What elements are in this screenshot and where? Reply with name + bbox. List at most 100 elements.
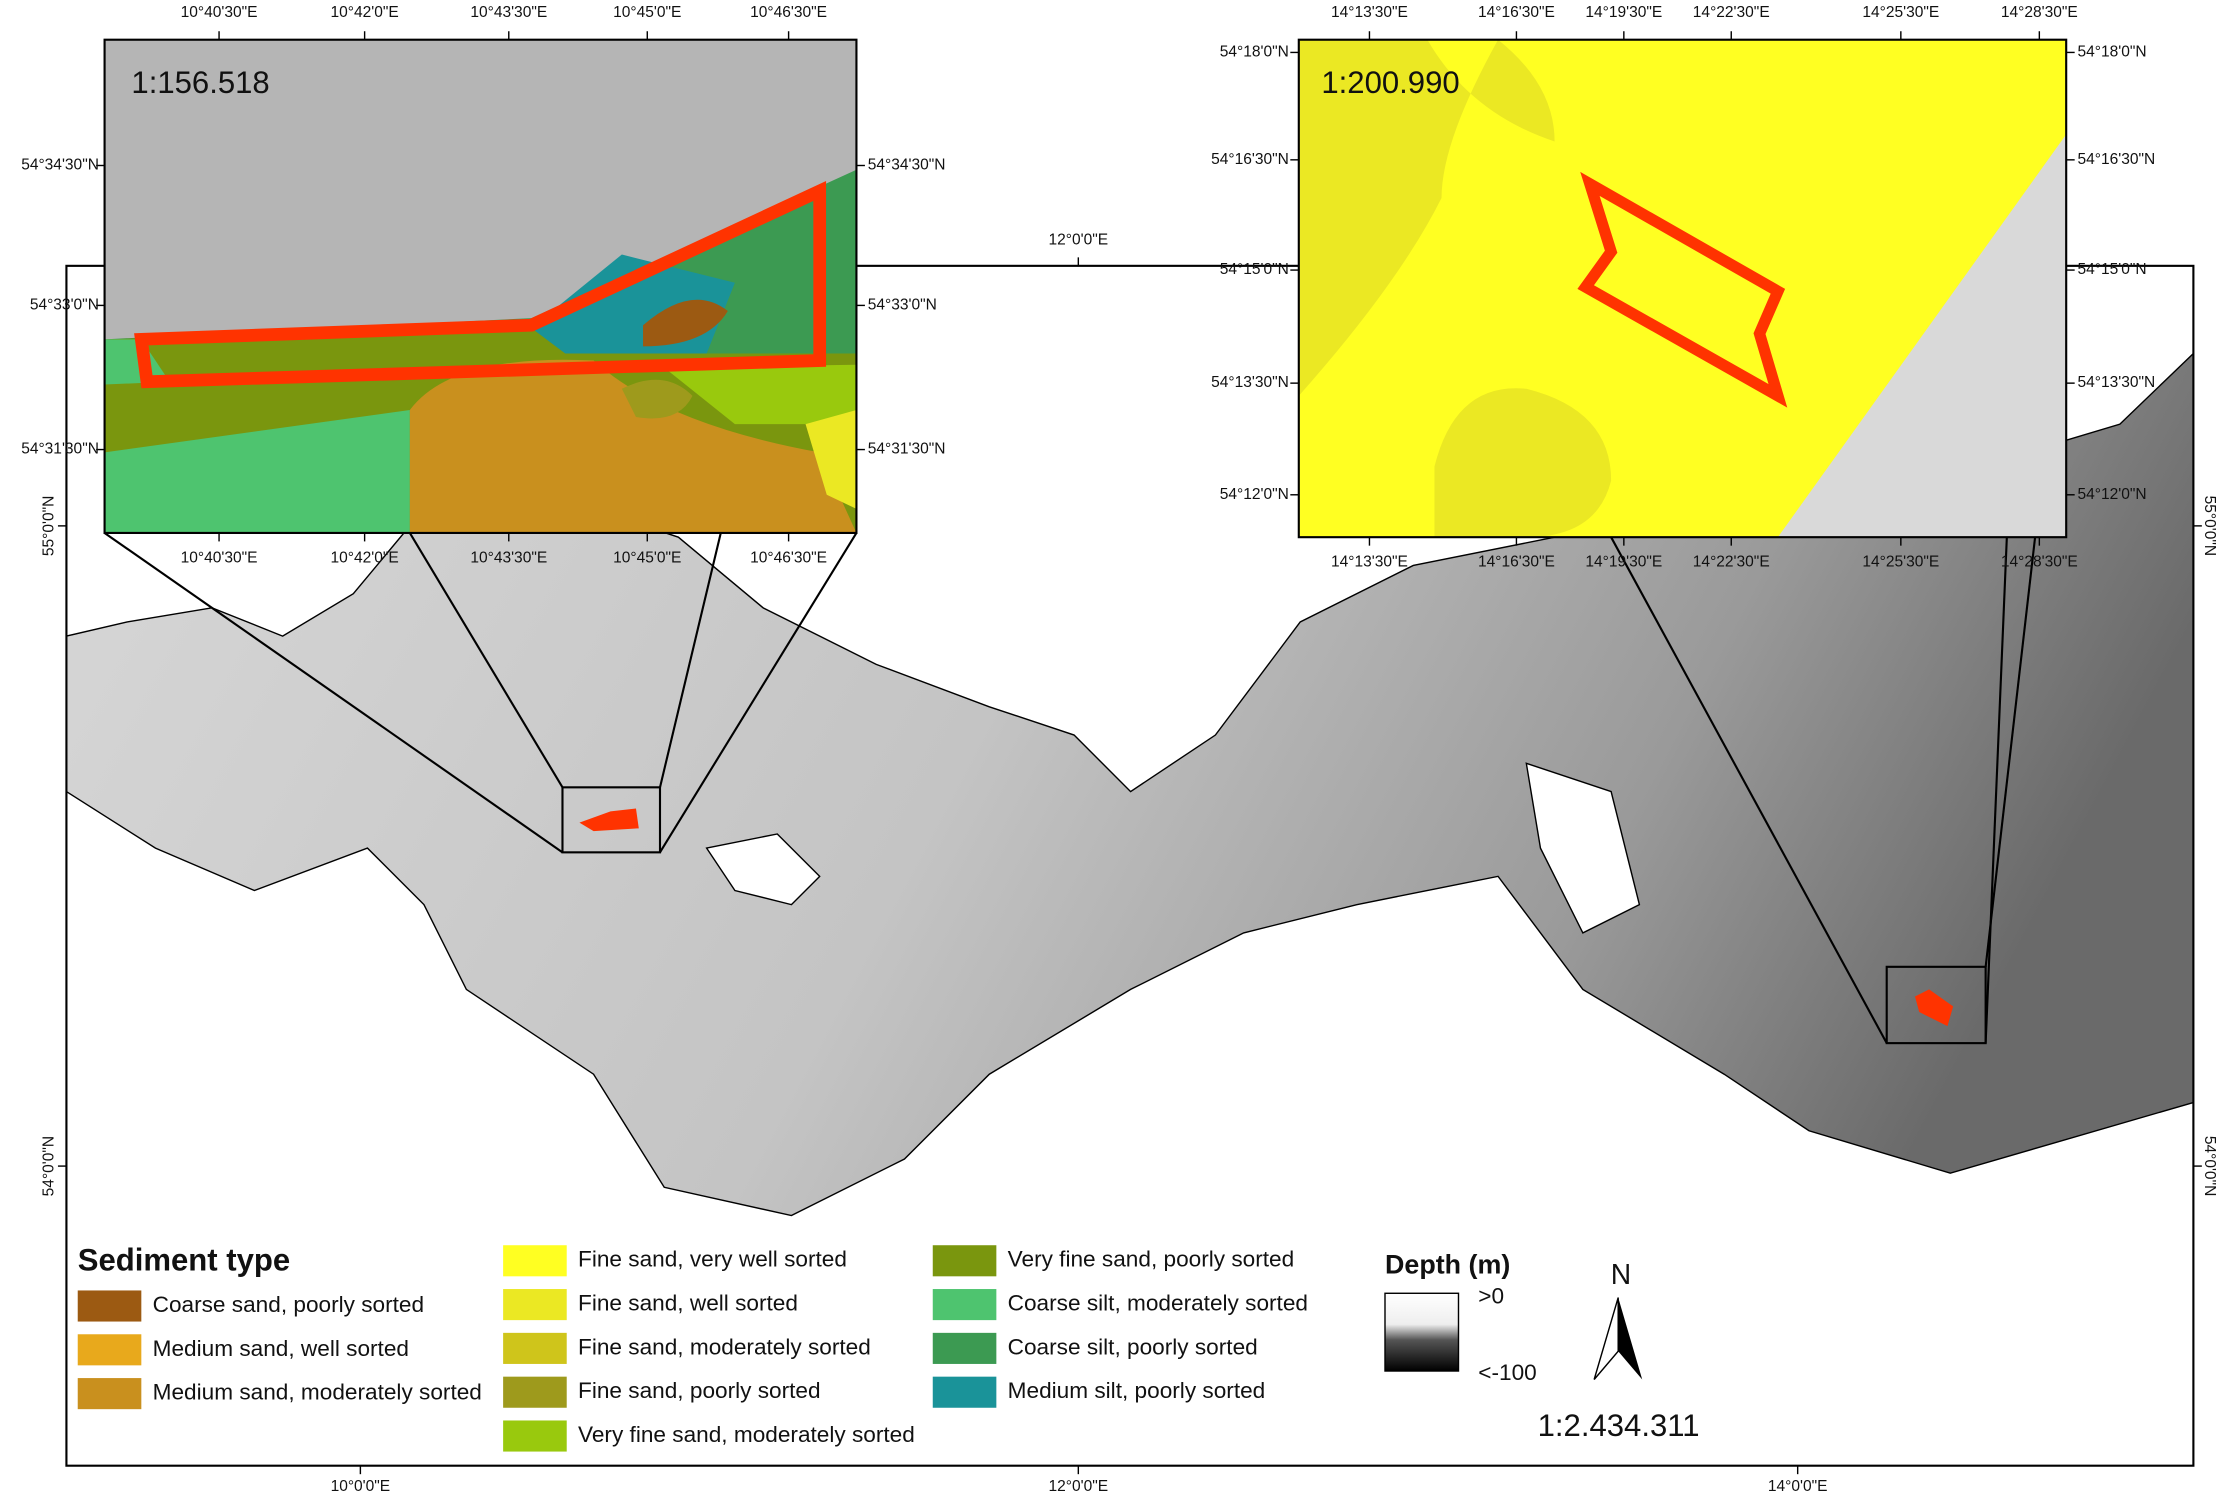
coordinate-label: 54°12'0"N xyxy=(2078,486,2147,503)
zoom-line xyxy=(658,532,722,788)
island xyxy=(705,833,821,906)
legend-label: Medium sand, well sorted xyxy=(153,1336,409,1361)
legend-swatch xyxy=(503,1420,567,1452)
coordinate-label: 54°33'0"N xyxy=(30,297,99,314)
depth-min-label: <-100 xyxy=(1478,1360,1536,1385)
coordinate-label: 54°16'30"N xyxy=(1211,151,1289,168)
coordinate-label: 54°0'0"N xyxy=(41,1136,58,1196)
coordinate-label: 10°45'0"E xyxy=(613,4,681,21)
coordinate-label: 12°0'0"E xyxy=(1049,232,1109,249)
coordinate-label: 10°43'30"E xyxy=(470,549,547,566)
legend-label: Coarse silt, poorly sorted xyxy=(1008,1334,1258,1359)
sediment-area xyxy=(104,339,170,385)
legend-label: Coarse sand, poorly sorted xyxy=(153,1292,424,1317)
coordinate-label: 10°45'0"E xyxy=(613,549,681,566)
coordinate-label: 10°40'30"E xyxy=(181,4,258,21)
map-scale: 1:2.434.311 xyxy=(1538,1408,1700,1443)
legend-swatch xyxy=(77,1290,142,1322)
coordinate-label: 54°18'0"N xyxy=(1220,44,1289,61)
coordinate-label: 10°40'30"E xyxy=(181,549,258,566)
coordinate-label: 12°0'0"E xyxy=(1049,1478,1109,1495)
inset-scale: 1:156.518 xyxy=(131,65,269,100)
legend-label: Fine sand, moderately sorted xyxy=(578,1334,871,1359)
coordinate-label: 54°31'30"N xyxy=(21,441,99,458)
depth-legend-title: Depth (m) xyxy=(1385,1250,1510,1280)
locator-box-right xyxy=(1885,965,1987,1045)
coordinate-label: 55°0'0"N xyxy=(41,496,58,556)
zoom-line xyxy=(103,532,564,854)
inset-scale: 1:200.990 xyxy=(1321,65,1459,100)
coordinate-label: 14°28'30"E xyxy=(2001,4,2078,21)
coordinate-label: 14°19'30"E xyxy=(1585,554,1662,571)
coordinate-label: 14°16'30"E xyxy=(1478,4,1555,21)
locator-box-left xyxy=(561,786,662,854)
coordinate-label: 10°43'30"E xyxy=(470,4,547,21)
inset-right-map xyxy=(1298,39,2067,538)
coordinate-label: 14°22'30"E xyxy=(1693,554,1770,571)
legend-label: Fine sand, well sorted xyxy=(578,1291,798,1316)
coordinate-label: 14°25'30"E xyxy=(1862,554,1939,571)
legend-label: Medium silt, poorly sorted xyxy=(1008,1378,1266,1403)
sediment-area xyxy=(805,409,857,509)
site-right xyxy=(1914,989,1954,1027)
coordinate-label: 10°42'0"E xyxy=(330,549,398,566)
coordinate-label: 54°16'30"N xyxy=(2078,151,2156,168)
legend-label: Medium sand, moderately sorted xyxy=(153,1380,482,1405)
island xyxy=(1525,762,1641,934)
site-left xyxy=(579,808,639,832)
legend-swatch xyxy=(932,1332,997,1364)
legend-swatch xyxy=(932,1289,997,1321)
coordinate-label: 14°25'30"E xyxy=(1862,4,1939,21)
sediment-area xyxy=(621,379,693,419)
coordinate-label: 14°16'30"E xyxy=(1478,554,1555,571)
zoom-line xyxy=(1984,537,2008,1044)
zoom-line xyxy=(1984,537,2037,967)
coordinate-label: 54°18'0"N xyxy=(2078,44,2147,61)
sediment-area xyxy=(643,299,728,347)
legend-label: Fine sand, very well sorted xyxy=(578,1247,847,1272)
inset-left-map xyxy=(104,39,857,533)
coordinate-label: 14°22'30"E xyxy=(1693,4,1770,21)
coordinate-label: 10°42'0"E xyxy=(330,4,398,21)
coordinate-label: 10°46'30"E xyxy=(750,4,827,21)
sediment-area xyxy=(664,364,857,425)
legend-title: Sediment type xyxy=(78,1242,290,1277)
coordinate-label: 10°0'0"E xyxy=(331,1478,391,1495)
coordinate-label: 54°31'30"N xyxy=(868,441,946,458)
main-frame xyxy=(65,264,2195,1467)
inset-right-frame xyxy=(1297,38,2068,539)
inset-left-frame xyxy=(103,38,858,535)
depth-scale-bar xyxy=(1384,1292,1460,1372)
sediment-area xyxy=(409,359,857,533)
legend-swatch xyxy=(932,1245,997,1277)
legend-swatch xyxy=(503,1289,567,1321)
coordinate-label: 54°13'30"N xyxy=(1211,374,1289,391)
legend-swatch xyxy=(77,1334,142,1366)
coordinate-label: 14°28'30"E xyxy=(2001,554,2078,571)
coordinate-label: 14°13'30"E xyxy=(1331,4,1408,21)
coordinate-label: 14°0'0"E xyxy=(1768,1478,1828,1495)
zoom-line xyxy=(659,532,858,853)
legend-label: Very fine sand, moderately sorted xyxy=(578,1422,915,1447)
legend-label: Coarse silt, moderately sorted xyxy=(1008,1291,1308,1316)
study-site xyxy=(1577,171,1788,408)
north-label: N xyxy=(1611,1258,1631,1290)
coordinate-label: 14°19'30"E xyxy=(1585,4,1662,21)
legend-swatch xyxy=(503,1245,567,1277)
legend-label: Very fine sand, poorly sorted xyxy=(1008,1247,1295,1272)
zoom-line xyxy=(1610,536,1888,1044)
sediment-area xyxy=(1434,388,1612,538)
depth-max-label: >0 xyxy=(1478,1283,1504,1308)
coordinate-label: 54°15'0"N xyxy=(2078,261,2147,278)
legend-swatch xyxy=(503,1332,567,1364)
coordinate-label: 54°15'0"N xyxy=(1220,261,1289,278)
land-south xyxy=(66,790,2194,1466)
coordinate-label: 54°0'0"N xyxy=(2201,1136,2216,1196)
coordinate-label: 54°34'30"N xyxy=(21,157,99,174)
coordinate-label: 10°46'30"E xyxy=(750,549,827,566)
sediment-area xyxy=(104,409,410,533)
coordinate-label: 55°0'0"N xyxy=(2201,496,2216,556)
legend-swatch xyxy=(932,1376,997,1408)
